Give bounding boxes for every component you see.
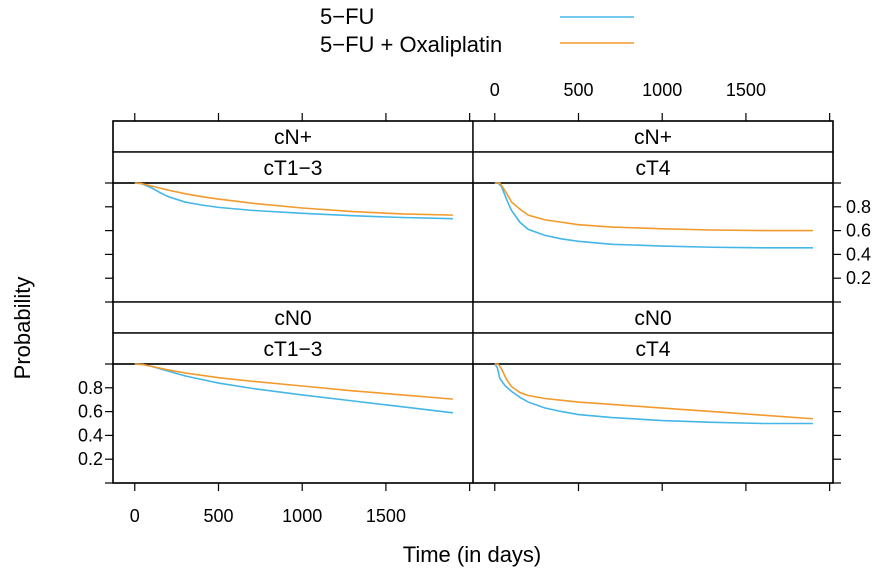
strip-node [472,120,834,153]
strip-label: cN+ [634,126,672,149]
y-tick-label: 0.6 [846,221,871,241]
strip-label: cT1−3 [264,338,323,361]
x-tick-label: 500 [563,80,593,100]
y-axis-title: Probability [10,277,35,380]
y-tick-label: 0.4 [846,244,871,264]
legend: 5−FU 5−FU + Oxaliplatin [320,4,634,57]
strip-label: cT4 [635,338,670,361]
series-line-5fu [134,363,454,414]
series-line-5fu-oxaliplatin [494,182,813,232]
x-tick-label: 1000 [282,506,322,526]
x-tick-label: 1500 [366,506,406,526]
series-line-5fu-oxaliplatin [134,182,453,216]
panel-top-left: cN+ cT1−3 [112,120,474,303]
x-axis-title: Time (in days) [403,542,542,567]
panel-bottom-left: cN0 cT1−3 [112,301,474,484]
strip-label: cN0 [634,307,671,330]
series-line-5fu [134,182,453,220]
x-tick-label: 0 [490,80,500,100]
y-tick-label: 0.6 [78,402,103,422]
y-tick-label: 0.8 [78,378,103,398]
panel-top-right: cN+ cT4 [472,120,834,303]
y-tick-label: 0.2 [846,268,871,288]
x-tick-label: 500 [203,506,233,526]
x-tick-label: 0 [130,506,140,526]
x-tick-label: 1000 [642,80,682,100]
y-tick-label: 0.8 [846,197,871,217]
series-line-5fu [494,363,813,425]
x-tick-label: 1500 [726,80,766,100]
plot-frame [112,182,474,303]
strip-label: cN+ [274,126,312,149]
series-line-5fu [494,182,813,249]
series-line-5fu-oxaliplatin [494,363,813,420]
strip-label: cN0 [274,307,311,330]
strip-label: cT1−3 [264,157,323,180]
plot-frame [472,182,834,303]
series-line-5fu-oxaliplatin [134,363,453,400]
legend-label-5fu: 5−FU [320,4,374,29]
strip-label: cT4 [635,157,670,180]
legend-label-5fu-oxaliplatin: 5−FU + Oxaliplatin [320,32,502,57]
y-tick-label: 0.2 [78,449,103,469]
plot-frame [112,363,474,484]
strip-tumor [112,151,474,184]
y-tick-label: 0.4 [78,425,103,445]
